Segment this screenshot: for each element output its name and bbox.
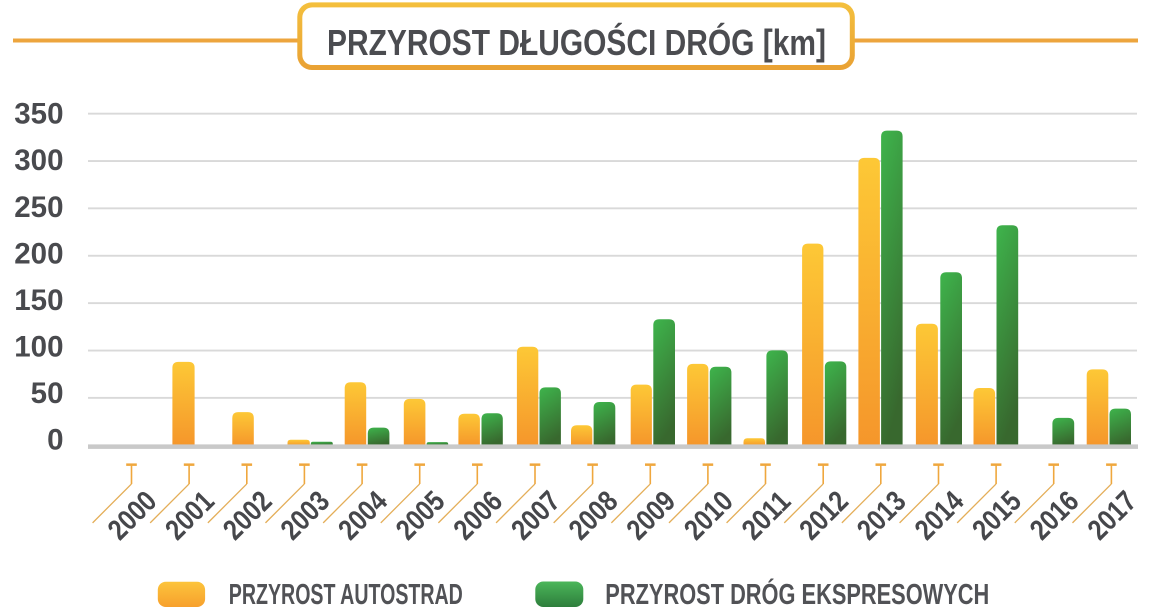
- svg-text:2001: 2001: [160, 485, 221, 546]
- svg-text:2016: 2016: [1024, 485, 1085, 546]
- svg-text:2009: 2009: [621, 485, 682, 546]
- svg-text:2006: 2006: [448, 485, 509, 546]
- svg-text:2017: 2017: [1082, 485, 1143, 546]
- svg-text:2010: 2010: [678, 485, 739, 546]
- svg-text:PRZYROST AUTOSTRAD: PRZYROST AUTOSTRAD: [229, 579, 463, 611]
- svg-text:2013: 2013: [851, 485, 912, 546]
- svg-text:2008: 2008: [563, 485, 624, 546]
- svg-text:2014: 2014: [909, 485, 970, 546]
- svg-text:2007: 2007: [506, 485, 567, 546]
- svg-text:PRZYROST DŁUGOŚCI DRÓG [km]: PRZYROST DŁUGOŚCI DRÓG [km]: [327, 21, 826, 63]
- svg-text:2011: 2011: [736, 485, 797, 546]
- svg-text:100: 100: [14, 330, 63, 363]
- svg-text:2000: 2000: [102, 485, 163, 546]
- svg-text:PRZYROST DRÓG EKSPRESOWYCH: PRZYROST DRÓG EKSPRESOWYCH: [605, 579, 989, 611]
- svg-text:2015: 2015: [967, 485, 1028, 546]
- svg-text:2003: 2003: [275, 485, 336, 546]
- svg-text:2002: 2002: [217, 485, 278, 546]
- svg-text:50: 50: [31, 377, 64, 410]
- svg-text:200: 200: [14, 237, 63, 270]
- svg-text:150: 150: [14, 284, 63, 317]
- svg-text:2012: 2012: [794, 485, 855, 546]
- svg-text:250: 250: [14, 191, 63, 224]
- svg-text:2005: 2005: [390, 485, 451, 546]
- svg-text:300: 300: [14, 144, 63, 177]
- svg-text:0: 0: [47, 424, 63, 457]
- svg-text:2004: 2004: [333, 485, 394, 546]
- svg-text:350: 350: [14, 98, 63, 131]
